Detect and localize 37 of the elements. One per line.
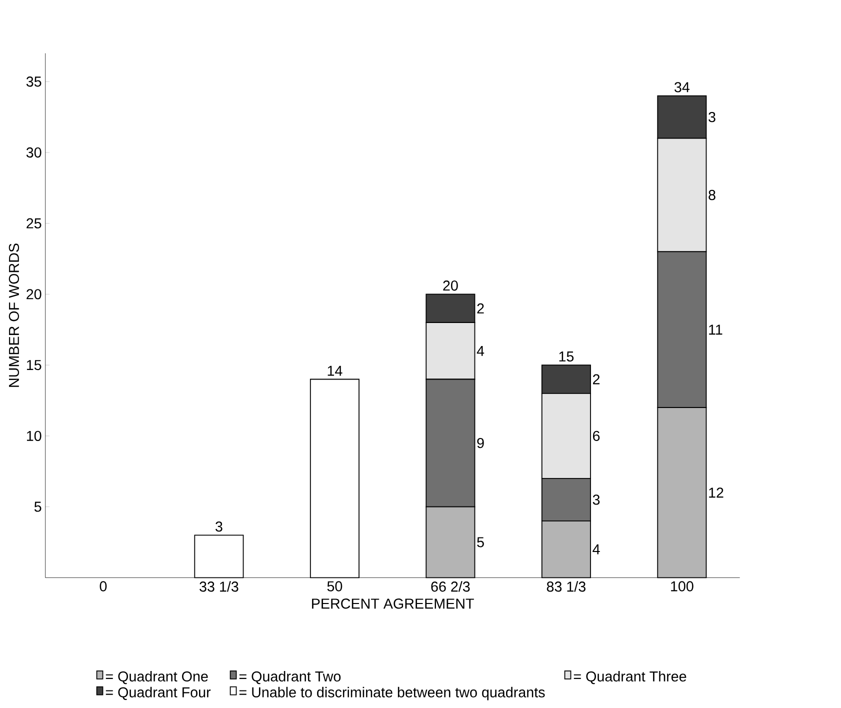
data-label: 4 (592, 544, 600, 554)
y-tick-label: 5 (34, 502, 42, 512)
total-label: 34 (674, 82, 690, 92)
x-tick-label: 66 2/3 (431, 581, 470, 592)
data-label: 11 (709, 324, 722, 335)
data-label: 14 (328, 366, 342, 376)
data-label: 3 (216, 521, 222, 532)
data-label: 12 (709, 488, 724, 498)
data-label: 8 (708, 190, 716, 200)
legend-label: = Quadrant Two (239, 670, 341, 684)
x-tick-label: 100 (671, 581, 694, 592)
x-tick-label: 83 1/3 (546, 581, 586, 592)
data-label: 9 (477, 438, 484, 448)
legend-label: = Quadrant Three (574, 670, 686, 684)
total-label: 20 (443, 280, 458, 291)
y-axis-title: NUMBER OF WORDS (8, 244, 20, 387)
data-label: 6 (593, 430, 600, 441)
legend-label: = Quadrant One (106, 670, 208, 684)
data-label: 4 (476, 346, 484, 356)
legend-label: = Quadrant Four (106, 686, 211, 700)
y-tick-label: 25 (26, 218, 42, 228)
y-tick-label: 35 (26, 76, 42, 87)
data-label: 2 (477, 303, 484, 314)
legend-label: = Unable to discriminate between two quadrants (239, 686, 545, 700)
x-tick-label: 0 (100, 581, 107, 592)
total-label: 15 (559, 352, 574, 362)
data-label: 5 (477, 537, 484, 548)
y-tick-label: 20 (26, 289, 42, 300)
data-label: 3 (592, 494, 600, 505)
data-label: 2 (592, 374, 600, 384)
y-tick-label: 30 (26, 147, 42, 158)
data-label: 3 (708, 112, 716, 122)
x-tick-label: 33 1/3 (200, 581, 238, 592)
x-axis-title: PERCENT AGREEMENT (312, 598, 474, 609)
x-tick-label: 50 (327, 581, 342, 592)
y-tick-label: 15 (26, 360, 42, 370)
y-tick-label: 10 (26, 430, 42, 441)
